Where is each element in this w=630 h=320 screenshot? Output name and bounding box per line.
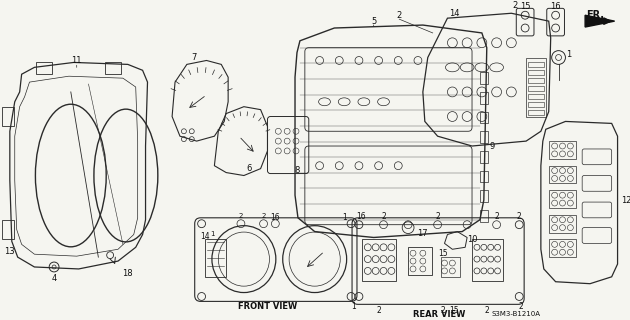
- Text: 2: 2: [381, 212, 386, 221]
- Bar: [528, 86, 544, 91]
- Text: 2: 2: [519, 302, 524, 311]
- Text: 14: 14: [449, 9, 459, 18]
- Bar: [37, 62, 52, 74]
- Bar: [528, 94, 544, 99]
- Bar: [528, 70, 544, 75]
- Text: 15: 15: [520, 2, 530, 11]
- Bar: [528, 110, 544, 115]
- Bar: [2, 107, 14, 126]
- Text: 2: 2: [261, 213, 266, 219]
- Text: 2: 2: [397, 11, 402, 20]
- Text: 2: 2: [495, 212, 499, 221]
- Text: 13: 13: [4, 247, 15, 256]
- Text: 4: 4: [52, 274, 57, 283]
- Text: 11: 11: [71, 56, 82, 65]
- Bar: [549, 239, 576, 257]
- Text: FRONT VIEW: FRONT VIEW: [238, 302, 297, 311]
- Bar: [528, 102, 544, 107]
- Bar: [528, 62, 544, 67]
- Bar: [480, 171, 488, 182]
- Text: 1: 1: [210, 230, 215, 236]
- Text: 2: 2: [440, 306, 445, 315]
- Bar: [480, 112, 488, 124]
- Text: 17: 17: [418, 229, 428, 238]
- Text: 8: 8: [294, 166, 300, 175]
- Bar: [549, 215, 576, 233]
- Bar: [362, 239, 396, 281]
- Text: 7: 7: [191, 53, 197, 62]
- Bar: [472, 239, 503, 281]
- Text: 16: 16: [356, 212, 366, 221]
- Text: 14: 14: [200, 232, 209, 241]
- Text: 9: 9: [489, 141, 495, 150]
- Text: REAR VIEW: REAR VIEW: [413, 310, 466, 319]
- Text: 2: 2: [435, 212, 440, 221]
- Text: 12: 12: [622, 196, 630, 204]
- Text: 2: 2: [239, 213, 243, 219]
- Bar: [528, 78, 544, 83]
- Polygon shape: [585, 15, 615, 27]
- Bar: [480, 92, 488, 104]
- Text: 1: 1: [342, 213, 347, 222]
- Text: 2: 2: [517, 212, 522, 221]
- Text: 6: 6: [246, 164, 251, 173]
- Text: S3M3-B1210A: S3M3-B1210A: [492, 311, 541, 317]
- Text: 2: 2: [513, 1, 518, 10]
- Bar: [480, 131, 488, 143]
- Bar: [105, 62, 121, 74]
- Bar: [480, 190, 488, 202]
- Text: FR.: FR.: [586, 10, 604, 20]
- Bar: [526, 58, 546, 116]
- Bar: [480, 72, 488, 84]
- Text: 2: 2: [484, 306, 489, 315]
- Bar: [2, 220, 14, 239]
- Text: 15: 15: [438, 249, 447, 258]
- Bar: [480, 210, 488, 222]
- Bar: [549, 190, 576, 208]
- Text: 18: 18: [122, 269, 133, 278]
- Text: 5: 5: [371, 17, 376, 26]
- Text: 16: 16: [550, 2, 561, 11]
- Text: 16: 16: [270, 213, 280, 222]
- Bar: [408, 247, 432, 275]
- Text: 1: 1: [352, 302, 357, 311]
- Text: 1: 1: [566, 50, 571, 59]
- Text: 10: 10: [467, 235, 478, 244]
- Bar: [549, 141, 576, 159]
- Bar: [440, 257, 461, 277]
- Text: 2: 2: [376, 306, 381, 315]
- Text: 15: 15: [450, 306, 459, 315]
- Bar: [549, 166, 576, 183]
- Bar: [205, 239, 226, 277]
- Bar: [480, 151, 488, 163]
